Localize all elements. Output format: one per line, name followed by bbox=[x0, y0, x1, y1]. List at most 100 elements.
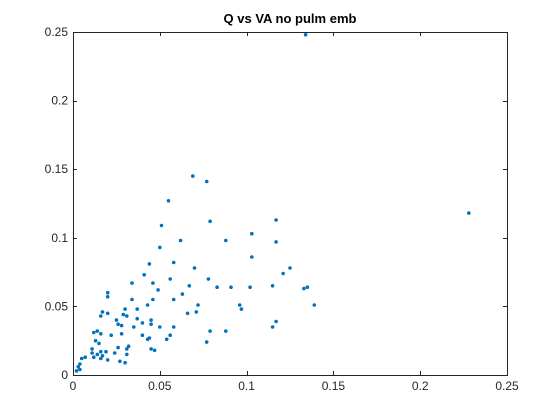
data-point-28 bbox=[270, 284, 275, 288]
x-tick-label: 0.2 bbox=[412, 379, 429, 393]
x-tick-label: 0.1 bbox=[238, 379, 255, 393]
tick-labels: 0 0.05 0.1 0.15 0.2 0.25 0 0.05 0.1 0.15 0.2 0.25 bbox=[45, 25, 519, 393]
data-point-77 bbox=[97, 341, 101, 346]
data-point-16 bbox=[192, 266, 197, 270]
data-point-80 bbox=[116, 345, 120, 350]
data-point-54 bbox=[149, 318, 153, 322]
data-point-73 bbox=[168, 333, 172, 338]
data-point-86 bbox=[104, 349, 108, 354]
x-tick-label: 0.05 bbox=[148, 379, 172, 393]
data-point-59 bbox=[132, 325, 136, 329]
data-point-42 bbox=[123, 307, 127, 311]
data-point-5 bbox=[208, 219, 212, 224]
x-tick-label: 0.25 bbox=[495, 379, 519, 393]
data-point-48 bbox=[185, 311, 190, 316]
data-points bbox=[74, 32, 471, 373]
data-point-74 bbox=[145, 337, 150, 342]
data-point-82 bbox=[126, 344, 131, 349]
data-point-60 bbox=[158, 325, 162, 329]
data-point-32 bbox=[180, 292, 185, 296]
y-tick-label: 0.25 bbox=[45, 25, 69, 39]
data-point-100 bbox=[76, 365, 80, 369]
data-point-47 bbox=[121, 312, 126, 317]
data-point-53 bbox=[114, 318, 119, 322]
data-point-23 bbox=[151, 281, 155, 285]
data-point-14 bbox=[147, 262, 152, 266]
data-point-19 bbox=[142, 273, 146, 277]
data-point-63 bbox=[270, 325, 275, 329]
data-point-90 bbox=[100, 354, 105, 358]
axes-box bbox=[73, 32, 508, 376]
data-point-91 bbox=[125, 352, 129, 357]
data-point-75 bbox=[164, 337, 169, 342]
data-point-17 bbox=[288, 266, 292, 270]
data-point-31 bbox=[305, 285, 310, 290]
data-point-29 bbox=[302, 286, 306, 291]
data-point-15 bbox=[171, 260, 176, 265]
data-point-51 bbox=[194, 310, 199, 314]
y-tick-label: 0.15 bbox=[45, 162, 69, 176]
data-point-38 bbox=[196, 303, 200, 307]
data-point-84 bbox=[152, 348, 157, 353]
data-point-43 bbox=[135, 307, 139, 311]
data-point-9 bbox=[274, 240, 278, 244]
data-point-22 bbox=[130, 281, 134, 285]
data-point-30 bbox=[156, 288, 160, 292]
data-point-21 bbox=[206, 277, 211, 281]
data-point-36 bbox=[151, 297, 155, 302]
data-point-67 bbox=[95, 329, 100, 333]
data-point-45 bbox=[100, 310, 105, 314]
data-point-10 bbox=[178, 238, 183, 243]
data-point-78 bbox=[204, 340, 209, 344]
data-point-39 bbox=[237, 303, 242, 307]
y-tick-label: 0 bbox=[61, 368, 68, 382]
chart-title: Q vs VA no pulm emb bbox=[224, 11, 357, 26]
data-point-7 bbox=[159, 223, 164, 228]
data-point-4 bbox=[166, 199, 171, 203]
data-point-46 bbox=[105, 311, 110, 316]
data-point-41 bbox=[145, 303, 150, 307]
data-point-55 bbox=[140, 321, 145, 325]
data-point-44 bbox=[239, 307, 244, 311]
data-point-85 bbox=[99, 349, 103, 354]
data-point-83 bbox=[149, 347, 153, 351]
data-point-79 bbox=[90, 347, 94, 351]
y-tick-label: 0.2 bbox=[51, 94, 68, 108]
data-point-6 bbox=[274, 218, 278, 222]
data-point-58 bbox=[149, 322, 153, 327]
data-point-76 bbox=[93, 338, 98, 343]
data-point-33 bbox=[105, 295, 110, 299]
data-point-96 bbox=[105, 358, 110, 362]
data-point-71 bbox=[140, 333, 145, 338]
data-point-18 bbox=[281, 271, 285, 276]
data-point-101 bbox=[78, 367, 82, 372]
data-point-40 bbox=[312, 303, 317, 307]
data-point-87 bbox=[90, 351, 94, 355]
data-point-66 bbox=[92, 330, 96, 335]
data-point-68 bbox=[99, 332, 103, 336]
data-point-94 bbox=[79, 356, 84, 361]
data-point-95 bbox=[99, 356, 103, 361]
data-point-20 bbox=[168, 277, 172, 281]
data-point-57 bbox=[119, 323, 124, 328]
y-tick-label: 0.1 bbox=[51, 231, 68, 245]
data-point-24 bbox=[187, 284, 192, 288]
data-point-37 bbox=[171, 297, 176, 302]
axes-background bbox=[73, 32, 507, 375]
data-point-65 bbox=[224, 329, 228, 333]
data-point-88 bbox=[95, 352, 100, 357]
data-point-92 bbox=[92, 355, 96, 360]
data-point-62 bbox=[274, 319, 278, 324]
data-point-98 bbox=[123, 360, 127, 365]
data-point-0 bbox=[303, 32, 308, 37]
data-point-27 bbox=[248, 285, 252, 290]
data-point-70 bbox=[109, 333, 113, 338]
data-point-89 bbox=[112, 351, 117, 355]
x-tick-label: 0.15 bbox=[322, 379, 346, 393]
data-point-52 bbox=[135, 316, 139, 321]
data-point-8 bbox=[250, 231, 254, 236]
data-point-25 bbox=[215, 285, 219, 290]
data-point-50 bbox=[125, 314, 129, 318]
data-point-12 bbox=[158, 245, 162, 250]
